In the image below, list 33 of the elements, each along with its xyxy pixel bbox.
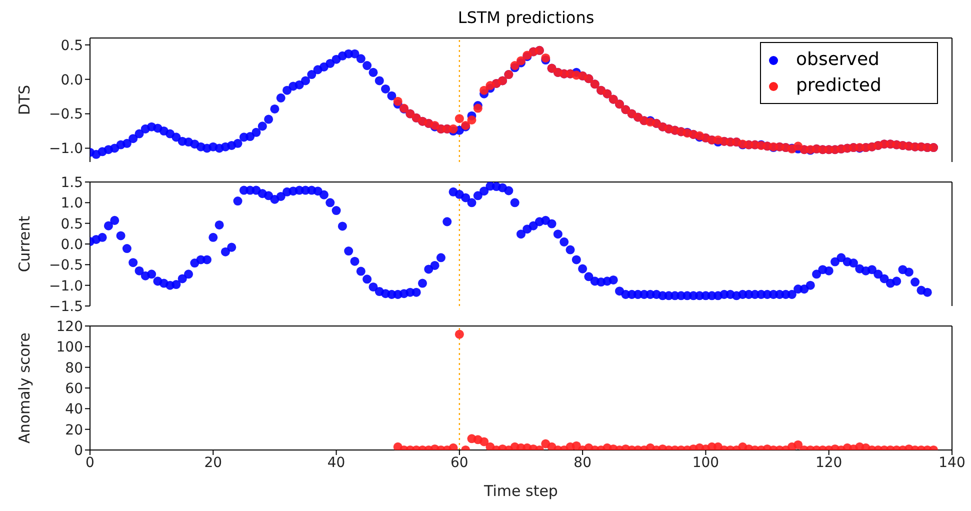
y-tick-label: 60 (65, 380, 83, 397)
y-tick-label: −0.5 (49, 258, 83, 274)
y-tick-label: 100 (56, 340, 83, 356)
y-tick-label: −0.5 (49, 106, 83, 123)
y-tick-label: 1.0 (60, 196, 83, 212)
y-tick-label: 0.5 (60, 216, 83, 232)
x-tick-label: 140 (938, 454, 966, 471)
x-tick-label: 0 (86, 454, 94, 471)
legend-label: predicted (796, 75, 882, 96)
y-tick-label: 80 (65, 360, 83, 376)
x-tick-label: 60 (450, 454, 468, 471)
x-tick-label: 40 (327, 454, 346, 471)
y-tick-label: 120 (56, 318, 83, 335)
legend-label: observed (796, 49, 880, 70)
x-tick-label: 80 (574, 454, 592, 471)
y-tick-label: −1.5 (49, 298, 83, 315)
y-tick-label: 0.0 (60, 72, 83, 88)
chart-title: LSTM predictions (456, 8, 596, 28)
x-tick-label: 100 (692, 454, 720, 471)
y-tick-label: −1.0 (49, 278, 83, 294)
y-tick-label: 40 (65, 402, 83, 418)
x-tick-label: 120 (815, 454, 842, 471)
y-tick-label: 0.5 (60, 38, 83, 54)
x-tick-label: 20 (204, 454, 222, 471)
y-axis-title: Current (15, 216, 34, 272)
y-axis-title: Anomaly score (15, 332, 34, 444)
y-tick-label: 0.0 (60, 236, 83, 253)
y-tick-label: 0 (74, 442, 83, 459)
y-tick-label: −1.0 (49, 141, 83, 158)
x-axis-title: Time step (483, 482, 558, 500)
y-tick-label: 20 (65, 422, 83, 438)
y-axis-title: DTS (15, 84, 34, 116)
y-tick-label: 1.5 (60, 174, 83, 191)
